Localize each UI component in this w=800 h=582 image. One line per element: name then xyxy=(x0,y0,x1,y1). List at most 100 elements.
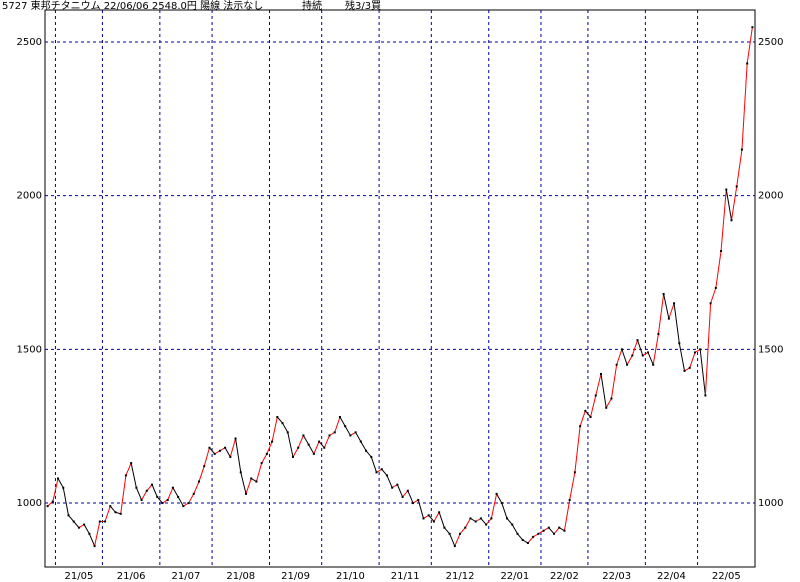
line-segment xyxy=(355,432,362,442)
line-segment xyxy=(668,303,675,319)
chart-title: 5727 東邦チタニウム 22/06/06 2548.0円 陽線 法示なし xyxy=(2,0,263,12)
data-point xyxy=(104,520,107,523)
data-point xyxy=(626,363,629,366)
line-segment xyxy=(710,287,717,304)
data-point xyxy=(469,517,472,520)
data-point xyxy=(553,532,556,535)
line-segment xyxy=(292,447,299,458)
x-tick-label: 21/08 xyxy=(226,571,255,582)
line-segment xyxy=(715,250,722,288)
data-point xyxy=(250,477,253,480)
line-segment xyxy=(57,478,64,488)
line-segment xyxy=(402,490,409,498)
data-point xyxy=(558,526,561,529)
data-point xyxy=(151,483,154,486)
data-point xyxy=(532,535,535,538)
line-segment xyxy=(229,438,237,458)
line-segment xyxy=(736,149,743,187)
data-point xyxy=(537,532,540,535)
line-segment xyxy=(689,352,696,368)
data-point xyxy=(720,249,723,252)
data-point xyxy=(286,431,289,434)
line-segment xyxy=(574,426,581,473)
data-point xyxy=(740,148,743,151)
data-point xyxy=(594,394,597,397)
line-segment xyxy=(652,333,659,365)
line-segment xyxy=(224,447,231,458)
x-tick-label: 21/11 xyxy=(391,571,420,582)
data-point xyxy=(213,452,216,455)
data-point xyxy=(302,434,305,437)
y-tick-label-right: 2000 xyxy=(758,191,783,202)
data-point xyxy=(730,219,733,222)
line-segment xyxy=(590,395,597,418)
line-segment xyxy=(313,441,320,455)
data-point xyxy=(568,498,571,501)
line-segment xyxy=(240,472,247,494)
x-tick-label: 21/12 xyxy=(446,571,475,582)
data-point xyxy=(182,505,185,508)
data-point xyxy=(646,351,649,354)
line-segment xyxy=(433,512,440,522)
data-point xyxy=(224,446,227,449)
data-point xyxy=(234,437,237,440)
line-segment xyxy=(167,487,174,501)
line-segment xyxy=(287,432,294,458)
line-segment xyxy=(245,478,252,495)
data-point xyxy=(276,415,279,418)
data-point xyxy=(693,351,696,354)
data-point xyxy=(589,415,592,418)
data-point xyxy=(255,480,258,483)
data-point xyxy=(422,517,425,520)
data-point xyxy=(657,332,660,335)
data-point xyxy=(521,538,524,541)
data-point xyxy=(307,443,310,446)
data-point xyxy=(443,526,446,529)
line-segment xyxy=(308,444,315,455)
data-point xyxy=(412,502,415,505)
data-point xyxy=(599,372,602,375)
data-point xyxy=(333,431,336,434)
line-segment xyxy=(104,505,111,522)
data-point xyxy=(67,514,70,517)
data-point xyxy=(177,495,180,498)
line-segment xyxy=(725,189,733,221)
line-segment xyxy=(553,527,560,535)
line-segment xyxy=(517,533,524,541)
line-segment xyxy=(741,63,748,150)
x-tick-label: 21/06 xyxy=(117,571,146,582)
data-point xyxy=(244,492,247,495)
data-point xyxy=(526,542,529,545)
line-segment xyxy=(297,435,304,448)
data-point xyxy=(114,511,117,514)
data-point xyxy=(641,354,644,357)
line-segment xyxy=(506,518,513,525)
line-segment xyxy=(276,416,283,424)
y-tick-label: 1500 xyxy=(17,344,42,355)
data-point xyxy=(312,452,315,455)
x-tick-label: 22/02 xyxy=(550,571,579,582)
y-tick-label: 2500 xyxy=(17,37,42,48)
data-point xyxy=(391,486,394,489)
data-point xyxy=(145,489,148,492)
data-point xyxy=(344,425,347,428)
data-point xyxy=(370,455,373,458)
line-segment xyxy=(177,496,184,507)
data-point xyxy=(239,471,242,474)
line-segment xyxy=(193,481,200,495)
data-point xyxy=(323,446,326,449)
line-segment xyxy=(318,441,325,449)
data-point xyxy=(109,505,112,508)
line-segment xyxy=(146,484,153,492)
data-point xyxy=(746,62,749,65)
line-segment xyxy=(417,499,424,519)
line-segment xyxy=(443,527,450,535)
line-segment xyxy=(365,450,372,458)
line-segment xyxy=(454,533,461,547)
data-point xyxy=(198,480,201,483)
data-point xyxy=(725,188,728,191)
data-point xyxy=(573,471,576,474)
x-tick-label: 21/07 xyxy=(172,571,201,582)
data-point xyxy=(579,425,582,428)
